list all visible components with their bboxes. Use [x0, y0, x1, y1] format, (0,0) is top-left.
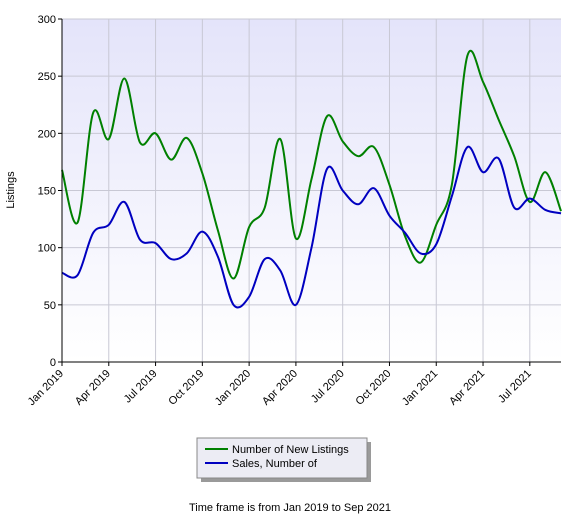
- legend-label: Sales, Number of: [232, 458, 318, 470]
- x-tick-label: Jan 2021: [400, 368, 440, 408]
- y-tick-label: 100: [38, 243, 56, 255]
- lines: [61, 49, 562, 309]
- series-line: [61, 49, 562, 280]
- y-tick-label: 0: [50, 357, 56, 369]
- y-tick-label: 300: [38, 14, 56, 26]
- x-tick-label: Jan 2019: [26, 368, 66, 408]
- y-axis-label: Listings: [5, 171, 17, 209]
- y-tick-label: 200: [38, 128, 56, 140]
- legend-box: [196, 437, 368, 479]
- x-tick-label: Apr 2021: [447, 368, 487, 408]
- y-tick-label: 50: [44, 300, 56, 312]
- legend: Number of New Listings Sales, Number of: [196, 437, 371, 482]
- x-tick-label: Jul 2020: [309, 368, 347, 406]
- footer: Time frame is from Jan 2019 to Sep 2021: [189, 502, 391, 514]
- x-tick-label: Apr 2019: [73, 368, 113, 408]
- x-tick-label: Oct 2020: [354, 368, 394, 408]
- x-tick-label: Jan 2020: [213, 368, 253, 408]
- x-tick-label: Jul 2019: [122, 368, 160, 406]
- x-tick-label: Oct 2019: [166, 368, 206, 408]
- series-line: [61, 145, 562, 309]
- x-tick-label: Apr 2020: [260, 368, 300, 408]
- x-tick-label: Jul 2021: [496, 368, 534, 406]
- y-tick-label: 250: [38, 71, 56, 83]
- legend-label: Number of New Listings: [232, 444, 349, 456]
- y-tick-label: 150: [38, 186, 56, 198]
